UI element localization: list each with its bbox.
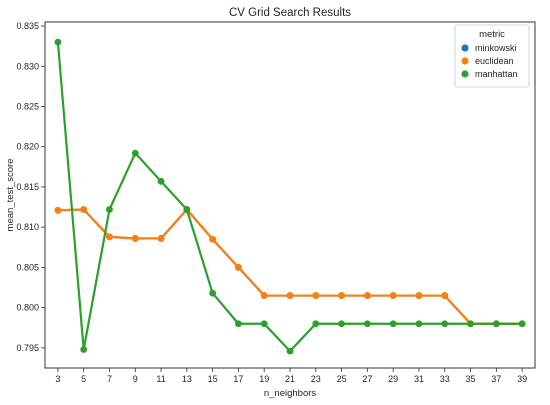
- y-tick-label: 0.805: [16, 262, 39, 272]
- data-point-euclidean: [209, 235, 217, 243]
- series-layer: [54, 38, 526, 355]
- data-point-manhattan: [338, 320, 345, 328]
- data-point-euclidean: [441, 292, 449, 299]
- series-manhattan: [54, 38, 526, 355]
- data-point-manhattan: [312, 320, 320, 328]
- x-tick-label: 37: [491, 374, 501, 384]
- data-point-manhattan: [157, 177, 165, 185]
- data-point-manhattan: [106, 206, 113, 213]
- y-axis-label: mean_test_score: [5, 159, 16, 232]
- x-tick-label: 3: [55, 374, 60, 384]
- x-tick-label: 11: [156, 374, 165, 384]
- data-point-euclidean: [286, 292, 294, 299]
- y-tick-label: 0.825: [16, 101, 39, 111]
- data-point-manhattan: [260, 320, 268, 328]
- data-point-manhattan: [518, 320, 526, 328]
- series-line-euclidean: [57, 208, 523, 325]
- x-tick-label: 29: [388, 374, 398, 384]
- x-tick-label: 35: [466, 374, 476, 384]
- data-point-manhattan: [492, 320, 500, 328]
- x-axis-label: n_neighbors: [264, 388, 317, 399]
- legend-marker-manhattan: [461, 70, 469, 78]
- x-tick-label: 33: [440, 374, 450, 384]
- data-point-euclidean: [415, 292, 423, 299]
- legend-label-manhattan: manhattan: [475, 69, 518, 79]
- legend: metric minkowski euclidean manhattan: [454, 24, 530, 88]
- y-axis: 0.795 0.800 0.805 0.810 0.815 0.820 0.825 0.830…: [16, 21, 45, 353]
- series-line-minkowski: [57, 208, 523, 325]
- x-tick-label: 7: [107, 374, 112, 384]
- legend-label-euclidean: euclidean: [475, 56, 514, 66]
- series-minkowski: [54, 206, 526, 328]
- data-point-euclidean: [260, 292, 268, 299]
- y-tick-label: 0.815: [16, 182, 39, 192]
- x-tick-label: 13: [182, 374, 192, 384]
- x-tick-label: 39: [517, 374, 527, 384]
- data-point-manhattan: [441, 320, 449, 328]
- x-tick-label: 9: [133, 374, 138, 384]
- x-tick-label: 15: [208, 374, 218, 384]
- x-tick-label: 5: [81, 374, 86, 384]
- data-point-manhattan: [363, 320, 371, 328]
- legend-frame: [454, 24, 530, 88]
- legend-label-minkowski: minkowski: [475, 43, 517, 53]
- series-euclidean: [54, 206, 526, 328]
- y-tick-label: 0.795: [16, 343, 39, 353]
- data-point-manhattan: [235, 320, 242, 328]
- chart-title: CV Grid Search Results: [229, 7, 351, 19]
- x-tick-label: 31: [414, 374, 424, 384]
- data-point-manhattan: [467, 320, 474, 328]
- x-axis: 3 5 7 9 11 13 15 17 19 21 23 25 27 29 31 33 35 37 39: [55, 368, 527, 384]
- y-tick-label: 0.830: [16, 61, 39, 71]
- data-point-euclidean: [312, 292, 320, 299]
- data-point-manhattan: [54, 38, 62, 46]
- x-tick-label: 27: [362, 374, 372, 384]
- data-point-euclidean: [235, 264, 242, 271]
- data-point-manhattan: [183, 206, 191, 213]
- data-point-manhattan: [209, 289, 217, 297]
- data-point-euclidean: [106, 233, 113, 241]
- legend-marker-euclidean: [461, 57, 469, 65]
- x-tick-label: 19: [259, 374, 269, 384]
- data-point-euclidean: [389, 292, 397, 299]
- y-tick-label: 0.810: [16, 222, 39, 232]
- x-tick-label: 25: [337, 374, 347, 384]
- data-point-euclidean: [157, 235, 165, 242]
- data-point-manhattan: [415, 320, 423, 328]
- legend-marker-minkowski: [461, 44, 469, 52]
- data-point-manhattan: [131, 149, 139, 157]
- y-tick-label: 0.800: [16, 303, 39, 313]
- data-point-euclidean: [338, 292, 345, 299]
- y-tick-label: 0.835: [16, 21, 39, 31]
- x-tick-label: 21: [285, 374, 295, 384]
- y-tick-label: 0.820: [16, 142, 39, 152]
- x-tick-label: 23: [311, 374, 321, 384]
- data-point-euclidean: [54, 206, 62, 214]
- data-point-manhattan: [389, 320, 397, 328]
- data-point-euclidean: [131, 235, 139, 242]
- data-point-manhattan: [286, 347, 294, 355]
- x-tick-label: 17: [233, 374, 243, 384]
- data-point-euclidean: [363, 292, 371, 299]
- data-point-manhattan: [80, 346, 88, 353]
- legend-title: metric: [479, 29, 505, 40]
- data-point-euclidean: [80, 206, 88, 213]
